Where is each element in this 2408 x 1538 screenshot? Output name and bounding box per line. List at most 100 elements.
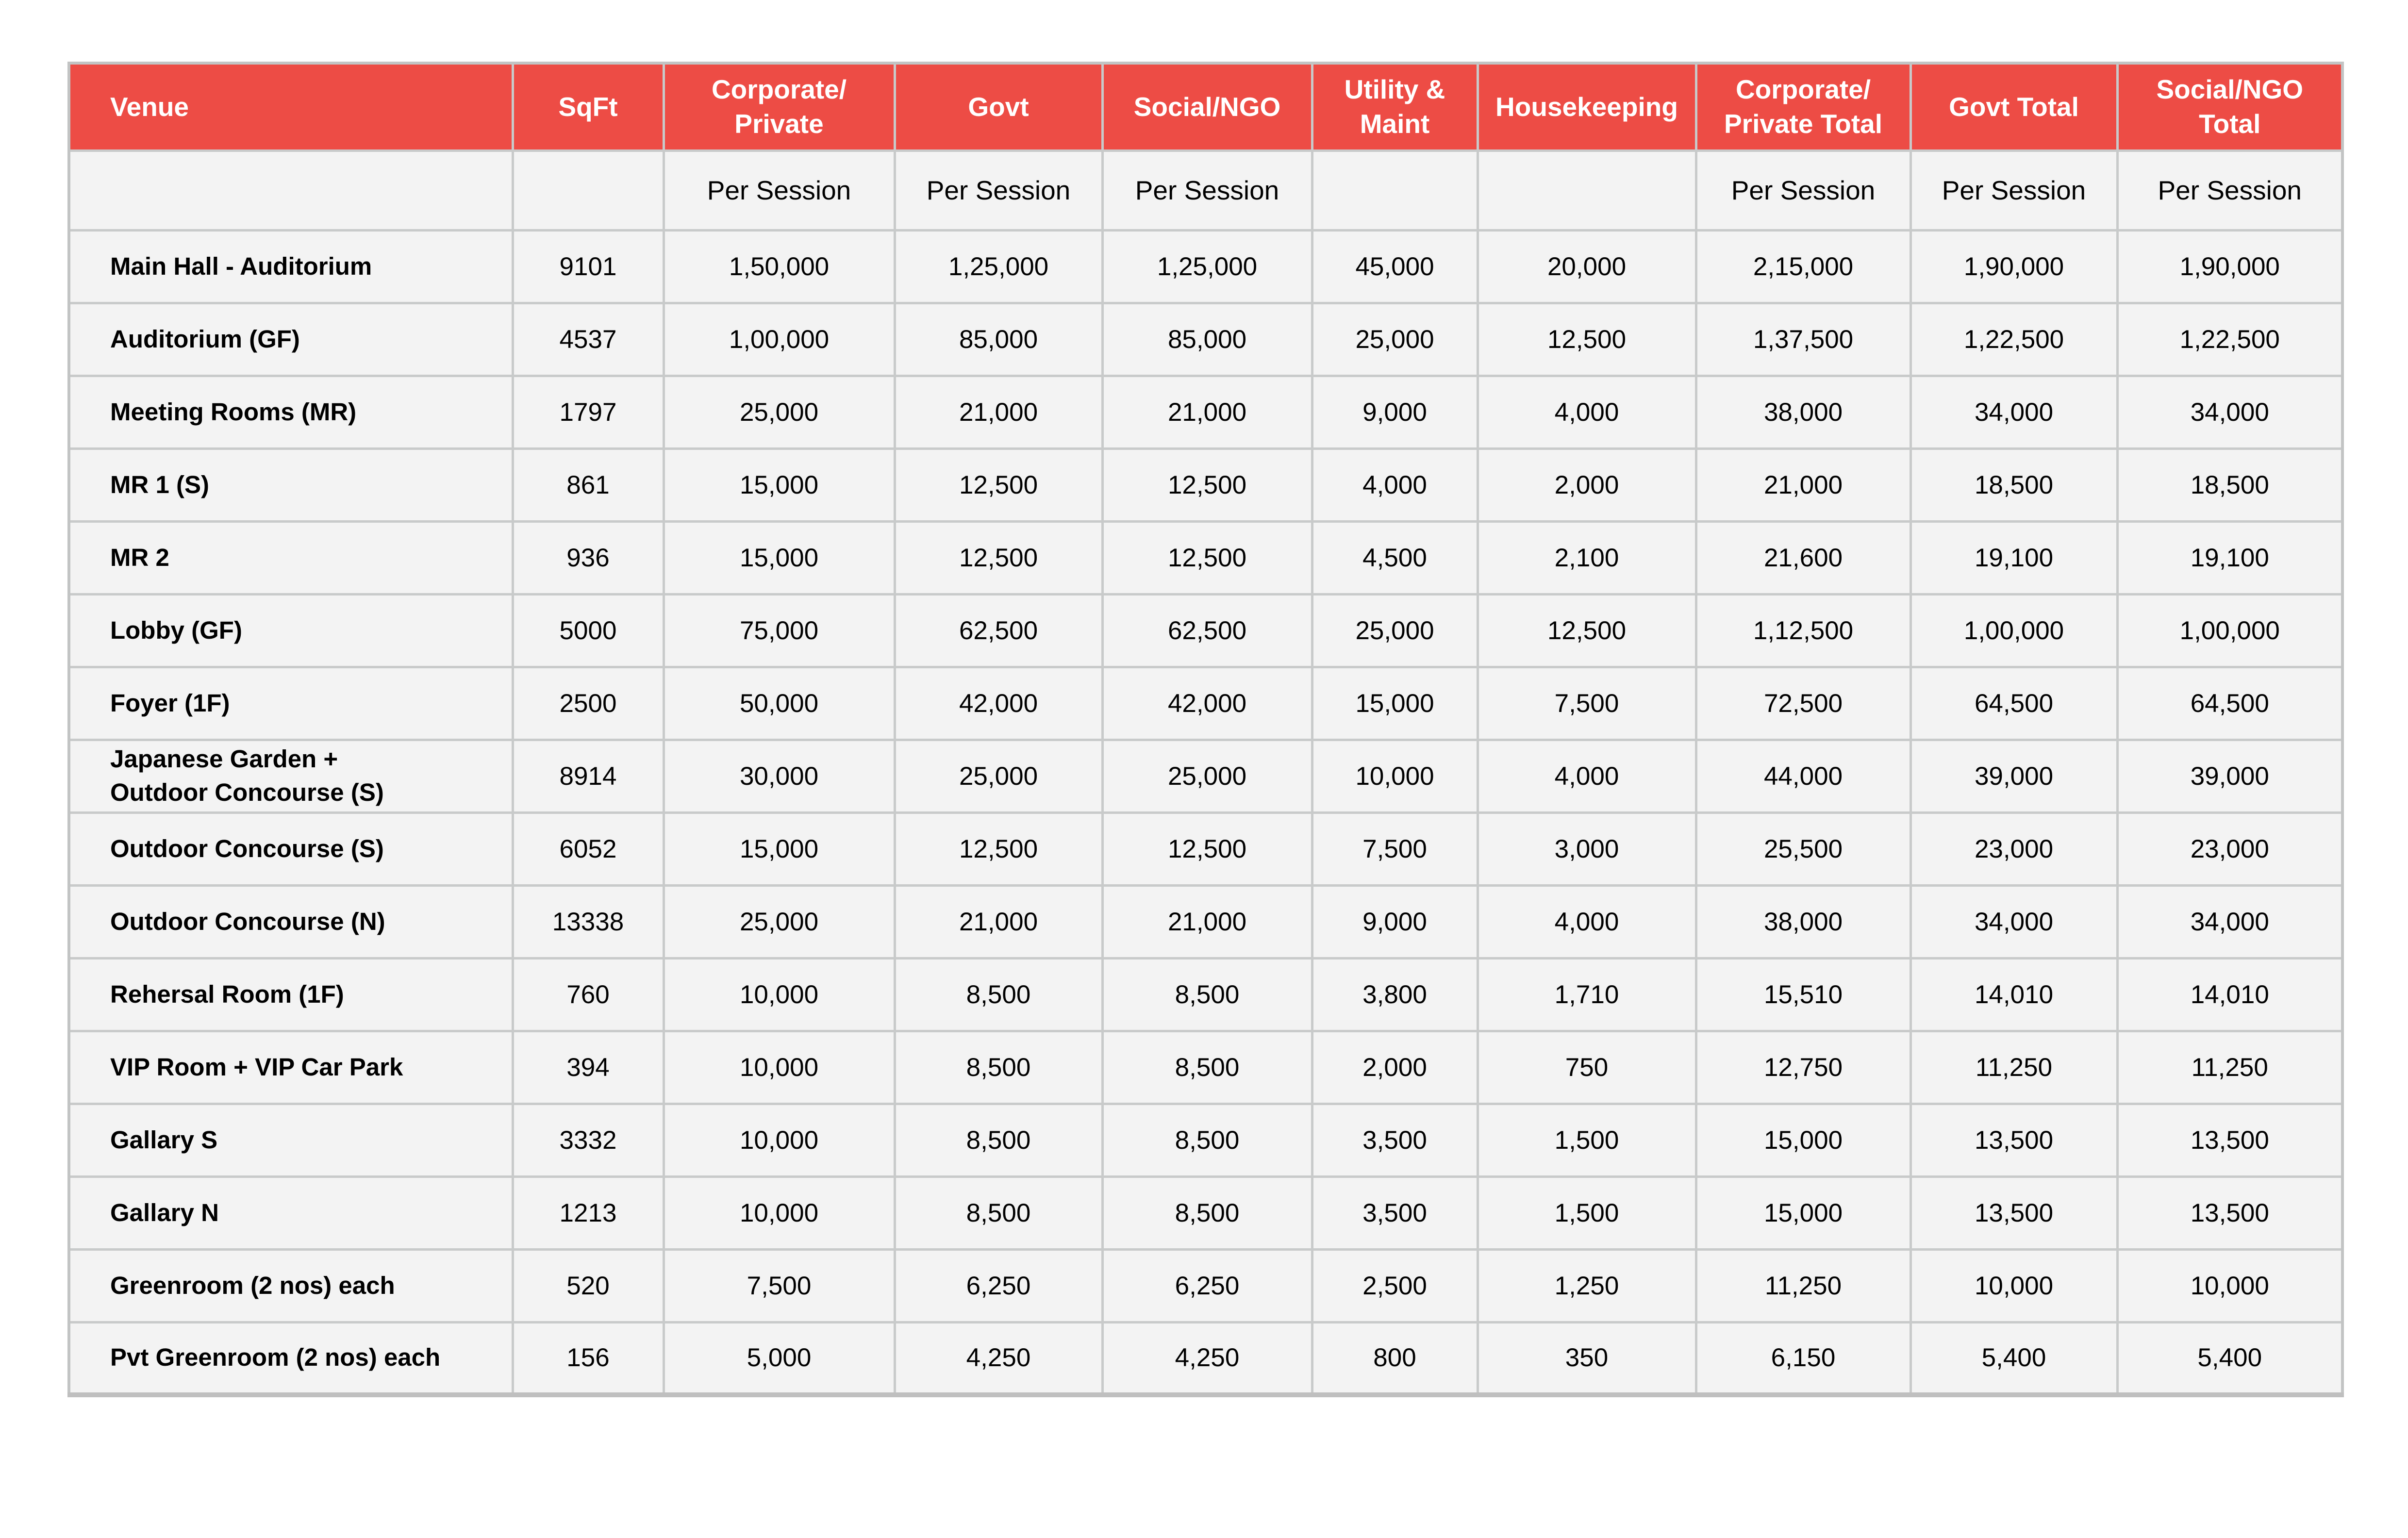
cell-social-ngo-total: 13,500 [2116,1175,2344,1251]
cell-venue: Lobby (GF) [67,593,514,668]
cell-social-ngo: 25,000 [1101,738,1313,814]
cell-venue: Main Hall - Auditorium [67,229,514,304]
cell-social-ngo: 4,250 [1101,1321,1313,1396]
cell-corporate-private: 10,000 [662,957,896,1032]
cell-social-ngo: 1,25,000 [1101,229,1313,304]
cell-social-ngo-total: 1,90,000 [2116,229,2344,304]
sub-header-row: Per Session Per Session Per Session Per … [67,149,2344,232]
cell-corporate-private: 1,00,000 [662,301,896,377]
cell-social-ngo: 12,500 [1101,447,1313,523]
cell-venue: Meeting Rooms (MR) [67,374,514,450]
cell-corporate-private-total: 15,000 [1694,1175,1912,1251]
col-header-govt-total: Govt Total [1909,62,2119,152]
cell-corporate-private: 10,000 [662,1029,896,1105]
cell-corporate-private-total: 1,12,500 [1694,593,1912,668]
cell-utility-maint: 10,000 [1311,738,1479,814]
table-row: Lobby (GF) 5000 75,000 62,500 62,500 25,000 12… [67,593,2344,668]
cell-utility-maint: 2,500 [1311,1248,1479,1323]
table-row: Meeting Rooms (MR) 1797 25,000 21,000 21,000… [67,374,2344,450]
sub-header-venue [67,149,514,232]
cell-housekeeping: 2,100 [1476,520,1697,595]
cell-corporate-private-total: 15,510 [1694,957,1912,1032]
cell-social-ngo: 85,000 [1101,301,1313,377]
cell-social-ngo: 8,500 [1101,957,1313,1032]
cell-sqft: 13338 [511,884,665,959]
table-body: Main Hall - Auditorium 9101 1,50,000 1,25,0… [67,229,2344,1396]
header-row: Venue SqFt Corporate/ Private Govt Socia… [67,62,2344,152]
cell-corporate-private-total: 12,750 [1694,1029,1912,1105]
cell-utility-maint: 9,000 [1311,884,1479,959]
cell-utility-maint: 45,000 [1311,229,1479,304]
cell-utility-maint: 3,500 [1311,1175,1479,1251]
table-row: Foyer (1F) 2500 50,000 42,000 42,000 15,000 7,… [67,665,2344,741]
cell-venue: Gallary S [67,1102,514,1178]
cell-sqft: 156 [511,1321,665,1396]
cell-venue: Japanese Garden + Outdoor Concourse (S) [67,738,514,814]
sub-header-social-ngo: Per Session [1101,149,1313,232]
cell-corporate-private-total: 25,500 [1694,811,1912,887]
venue-pricing-table: Venue SqFt Corporate/ Private Govt Socia… [67,62,2344,1397]
sub-header-govt: Per Session [893,149,1104,232]
cell-housekeeping: 2,000 [1476,447,1697,523]
cell-corporate-private-total: 38,000 [1694,374,1912,450]
cell-housekeeping: 4,000 [1476,738,1697,814]
cell-corporate-private-total: 1,37,500 [1694,301,1912,377]
sub-header-utility-maint [1311,149,1479,232]
cell-venue: Pvt Greenroom (2 nos) each [67,1321,514,1396]
cell-utility-maint: 3,500 [1311,1102,1479,1178]
cell-govt-total: 5,400 [1909,1321,2119,1396]
cell-venue: VIP Room + VIP Car Park [67,1029,514,1105]
cell-govt-total: 34,000 [1909,374,2119,450]
cell-govt: 12,500 [893,520,1104,595]
table-row: MR 2 936 15,000 12,500 12,500 4,500 2,100 21,60… [67,520,2344,595]
cell-housekeeping: 3,000 [1476,811,1697,887]
cell-utility-maint: 2,000 [1311,1029,1479,1105]
cell-govt: 42,000 [893,665,1104,741]
cell-govt-total: 13,500 [1909,1175,2119,1251]
cell-utility-maint: 25,000 [1311,301,1479,377]
cell-sqft: 3332 [511,1102,665,1178]
cell-govt: 12,500 [893,447,1104,523]
cell-social-ngo-total: 39,000 [2116,738,2344,814]
cell-govt: 85,000 [893,301,1104,377]
cell-utility-maint: 25,000 [1311,593,1479,668]
col-header-social-ngo: Social/NGO [1101,62,1313,152]
cell-corporate-private-total: 72,500 [1694,665,1912,741]
col-header-utility-maint: Utility & Maint [1311,62,1479,152]
sub-header-social-ngo-total: Per Session [2116,149,2344,232]
cell-social-ngo-total: 5,400 [2116,1321,2344,1396]
table-row: Japanese Garden + Outdoor Concourse (S) 8… [67,738,2344,814]
table-header: Venue SqFt Corporate/ Private Govt Socia… [67,62,2344,232]
cell-social-ngo: 8,500 [1101,1029,1313,1105]
cell-govt-total: 1,90,000 [1909,229,2119,304]
cell-social-ngo: 12,500 [1101,520,1313,595]
cell-social-ngo: 42,000 [1101,665,1313,741]
cell-social-ngo: 8,500 [1101,1102,1313,1178]
cell-housekeeping: 12,500 [1476,301,1697,377]
col-header-sqft: SqFt [511,62,665,152]
cell-govt: 21,000 [893,884,1104,959]
sub-header-housekeeping [1476,149,1697,232]
table-row: Gallary N 1213 10,000 8,500 8,500 3,500 1,500 1… [67,1175,2344,1251]
cell-corporate-private: 25,000 [662,884,896,959]
cell-sqft: 4537 [511,301,665,377]
cell-govt: 1,25,000 [893,229,1104,304]
cell-social-ngo-total: 18,500 [2116,447,2344,523]
cell-govt-total: 19,100 [1909,520,2119,595]
cell-govt-total: 10,000 [1909,1248,2119,1323]
cell-govt-total: 13,500 [1909,1102,2119,1178]
cell-corporate-private-total: 44,000 [1694,738,1912,814]
cell-social-ngo-total: 1,22,500 [2116,301,2344,377]
table-row: Pvt Greenroom (2 nos) each 156 5,000 4,250 4… [67,1321,2344,1396]
cell-utility-maint: 7,500 [1311,811,1479,887]
venue-pricing-table-container: Venue SqFt Corporate/ Private Govt Socia… [67,62,2344,1397]
col-header-social-ngo-total: Social/NGO Total [2116,62,2344,152]
sub-header-corporate-private-total: Per Session [1694,149,1912,232]
table-row: Auditorium (GF) 4537 1,00,000 85,000 85,000 2… [67,301,2344,377]
cell-sqft: 936 [511,520,665,595]
cell-govt: 62,500 [893,593,1104,668]
cell-corporate-private: 7,500 [662,1248,896,1323]
cell-housekeeping: 350 [1476,1321,1697,1396]
cell-venue: Outdoor Concourse (S) [67,811,514,887]
cell-sqft: 760 [511,957,665,1032]
